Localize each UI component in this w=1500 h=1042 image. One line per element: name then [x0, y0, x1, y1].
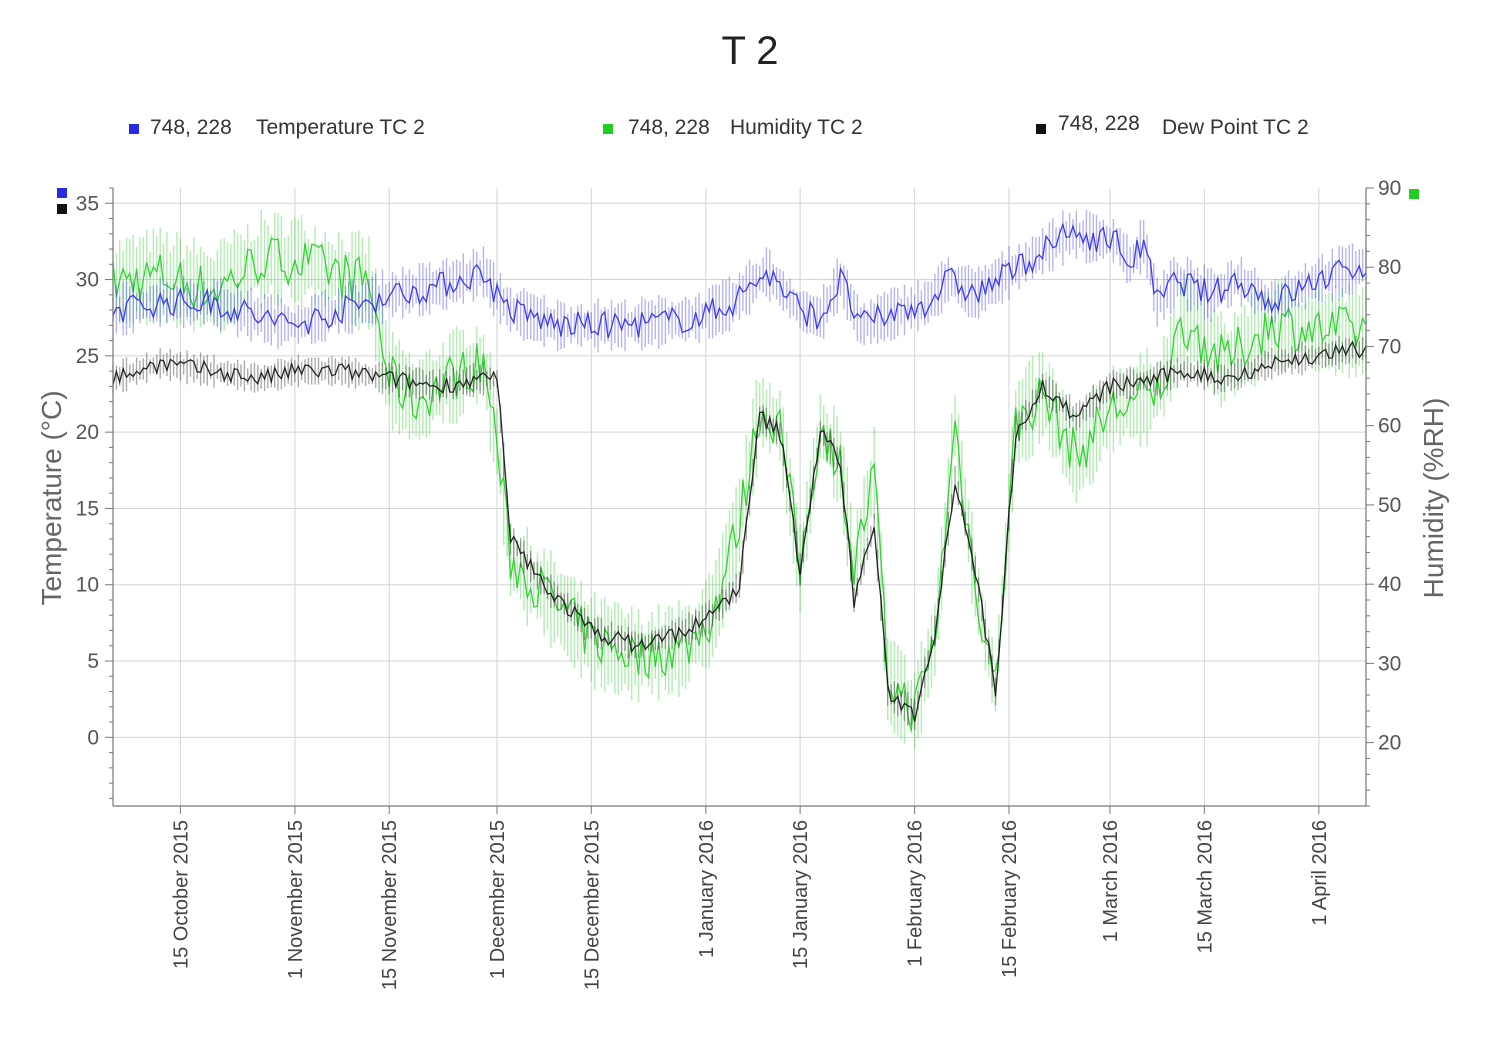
x-tick-label: 1 March 2016: [1100, 820, 1122, 942]
series-line: [112, 237, 1367, 731]
x-tick-label: 1 November 2015: [285, 820, 307, 979]
legend-marker-humidity: [603, 124, 613, 134]
legend-label-dew-point: Dew Point TC 2: [1162, 116, 1309, 139]
x-tick-label: 1 December 2015: [487, 820, 509, 979]
series-line: [112, 340, 1367, 722]
x-tick-label: 15 October 2015: [170, 820, 192, 969]
y-tick-label-right: 70: [1378, 335, 1401, 358]
y-tick-label-left: 10: [76, 574, 99, 597]
legend-coord-temperature: 748, 228: [150, 116, 232, 139]
y-tick-label-right: 80: [1378, 256, 1401, 279]
y-tick-label-left: 15: [76, 497, 99, 520]
x-tick-label: 15 December 2015: [581, 820, 603, 990]
chart-title: T 2: [721, 29, 778, 73]
y-tick-label-left: 25: [76, 345, 99, 368]
y-tick-label-right: 90: [1378, 177, 1401, 200]
y-tick-label-right: 30: [1378, 652, 1401, 675]
left-axis-marker-dew-point: [57, 204, 67, 214]
legend-coord-humidity: 748, 228: [628, 116, 710, 139]
y-tick-label-left: 5: [87, 650, 99, 673]
x-tick-label: 15 November 2015: [379, 820, 401, 990]
x-tick-label: 15 February 2016: [999, 820, 1021, 978]
axes: 0 5 10 15 20 25 30 35 20 30 40 50 60 70 80 90 15 October…: [76, 177, 1402, 990]
legend-item-humidity[interactable]: 748, 228 Humidity TC 2: [603, 116, 863, 139]
x-tick-label: 15 March 2016: [1194, 820, 1216, 953]
x-tick-label: 15 January 2016: [790, 820, 812, 969]
y-tick-label-right: 50: [1378, 494, 1401, 517]
y-tick-label-left: 35: [76, 192, 99, 215]
grid: [113, 188, 1366, 806]
y-tick-label-right: 40: [1378, 573, 1401, 596]
y-tick-label-left: 0: [87, 726, 99, 749]
legend-label-temperature: Temperature TC 2: [256, 116, 425, 139]
legend-item-temperature[interactable]: 748, 228 Temperature TC 2: [129, 116, 425, 139]
y-tick-label-right: 20: [1378, 732, 1401, 755]
left-axis-marker-temperature: [57, 188, 67, 198]
plot-series: [112, 209, 1367, 749]
x-tick-label: 1 April 2016: [1309, 820, 1331, 926]
series-line: [112, 222, 1367, 339]
x-tick-label: 1 January 2016: [696, 820, 718, 958]
y-tick-label-left: 30: [76, 269, 99, 292]
legend-item-dew-point[interactable]: 748, 228 Dew Point TC 2: [1036, 112, 1309, 139]
right-axis-marker-humidity: [1409, 189, 1419, 199]
legend-marker-dew-point: [1036, 124, 1046, 134]
legend-marker-temperature: [129, 124, 139, 134]
y-tick-label-left: 20: [76, 421, 99, 444]
y-tick-label-right: 60: [1378, 415, 1401, 438]
y-axis-label-right: Humidity (%RH): [1418, 398, 1449, 599]
legend-label-humidity: Humidity TC 2: [730, 116, 863, 139]
y-axis-label-left: Temperature (°C): [36, 390, 67, 605]
legend: 748, 228 Temperature TC 2 748, 228 Humid…: [129, 112, 1309, 139]
legend-coord-dew-point: 748, 228: [1058, 112, 1140, 135]
x-tick-label: 1 February 2016: [905, 820, 927, 967]
